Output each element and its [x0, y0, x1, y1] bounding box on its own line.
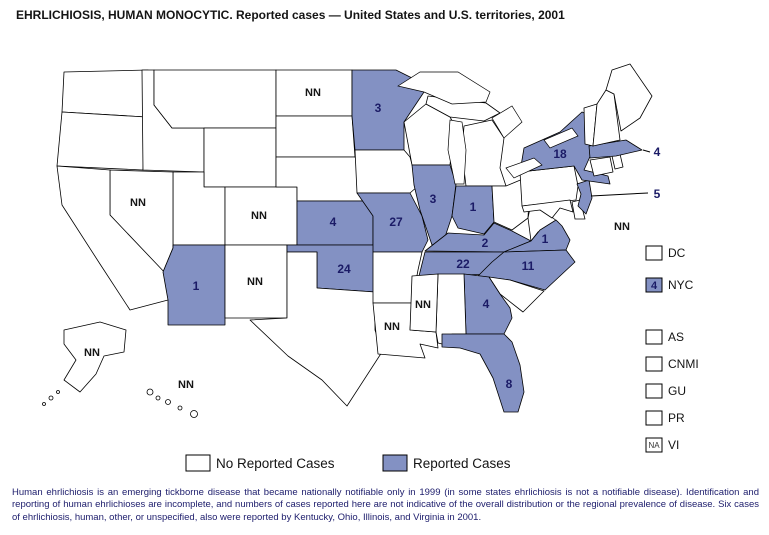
state-label-fl: 8	[506, 377, 513, 391]
territory-label-as: AS	[668, 330, 684, 344]
state-label-la: NN	[384, 321, 400, 333]
territory-box-pr	[645, 410, 663, 426]
state-wy	[203, 127, 277, 188]
territory-label-cnmi: CNMI	[668, 357, 699, 371]
state-label-in: 1	[470, 200, 477, 214]
state-label-ma: 4	[654, 145, 661, 159]
state-fl	[441, 333, 525, 413]
state-label-co: NN	[251, 210, 267, 222]
state-label-ks: 4	[330, 215, 337, 229]
leader-line-ma	[642, 149, 651, 153]
alaska-island	[56, 390, 60, 394]
leader-line-nj	[590, 192, 649, 197]
state-label-il: 3	[430, 192, 437, 206]
state-label-ms: NN	[415, 299, 431, 311]
state-ak	[63, 321, 127, 393]
state-tx	[249, 251, 383, 407]
lake-michigan	[447, 119, 467, 185]
territory-label-gu: GU	[668, 384, 686, 398]
territory-box-cnmi	[645, 356, 663, 372]
state-label-ok: 24	[337, 262, 351, 276]
state-me	[605, 63, 653, 132]
territory-box-dc	[645, 245, 663, 261]
hawaii-island	[165, 399, 171, 405]
states-layer	[42, 63, 653, 418]
territory-box-vi	[645, 437, 663, 453]
state-ms	[409, 273, 439, 333]
state-ma	[588, 139, 643, 159]
us-map-svg: 3 18 4 5 1 4 24 27 3 1 2 22 1 11 4 8 NN …	[42, 63, 699, 472]
state-ct	[589, 156, 614, 177]
state-va	[503, 219, 571, 253]
state-nh	[592, 89, 621, 147]
state-label-ny: 18	[553, 147, 567, 161]
state-mo	[356, 192, 429, 253]
state-label-hi: NN	[178, 379, 194, 391]
legend-layer: No Reported Cases Reported Cases	[185, 454, 511, 472]
state-sd	[275, 115, 356, 158]
hawaii-island	[155, 395, 161, 401]
state-label-az: 1	[193, 279, 200, 293]
leader-lines-layer	[590, 149, 651, 197]
alaska-island	[42, 402, 46, 406]
state-nc	[477, 249, 576, 291]
state-label-mn: 3	[375, 101, 382, 115]
state-label-ga: 4	[483, 297, 490, 311]
state-mt	[153, 69, 277, 129]
territory-box-gu	[645, 383, 663, 399]
territory-label-dc: DC	[668, 246, 686, 260]
state-label-md: NN	[614, 221, 630, 233]
lake-erie	[505, 157, 543, 179]
lake-ontario	[543, 127, 579, 149]
territory-label-nyc: NYC	[668, 278, 694, 292]
legend-label-reported: Reported Cases	[413, 456, 511, 471]
alaska-island	[48, 395, 54, 401]
legend-label-no-cases: No Reported Cases	[216, 456, 335, 471]
state-label-nj: 5	[654, 187, 661, 201]
territories-layer: DC 4 NYC AS CNMI GU PR NA VI	[645, 245, 699, 453]
state-de	[571, 199, 586, 220]
state-wa	[61, 69, 149, 118]
state-label-tn: 22	[456, 257, 470, 271]
state-label-nm: NN	[247, 276, 263, 288]
territory-label-vi: VI	[668, 438, 679, 452]
page-title: EHRLICHIOSIS, HUMAN MONOCYTIC. Reported …	[16, 8, 565, 22]
state-mn	[351, 69, 429, 151]
hawaii-island	[177, 405, 183, 411]
territory-box-nyc	[645, 277, 663, 293]
state-label-mo: 27	[389, 215, 403, 229]
state-label-ky: 2	[482, 236, 489, 250]
state-label-nd: NN	[305, 87, 321, 99]
state-md	[521, 199, 574, 219]
lake-huron	[491, 105, 523, 139]
hawaii-island	[190, 410, 198, 418]
lake-superior	[397, 71, 491, 105]
state-label-nc: 11	[522, 259, 535, 273]
state-label-nv: NN	[130, 197, 146, 209]
state-label-ak: NN	[84, 347, 100, 359]
lakes-layer	[397, 71, 579, 185]
footnote: Human ehrlichiosis is an emerging tickbo…	[12, 487, 759, 523]
state-labels-layer: 3 18 4 5 1 4 24 27 3 1 2 22 1 11 4 8 NN …	[84, 87, 661, 391]
territory-box-value-vi: NA	[648, 441, 660, 450]
legend-swatch-reported	[382, 454, 408, 472]
state-mi-upper	[425, 95, 501, 122]
territory-box-as	[645, 329, 663, 345]
territory-label-pr: PR	[668, 411, 685, 425]
hawaii-island	[146, 388, 154, 396]
state-label-va: 1	[542, 232, 549, 246]
territory-box-value-nyc: 4	[651, 280, 658, 292]
legend-swatch-no-cases	[185, 454, 211, 472]
state-or	[56, 111, 147, 171]
state-ia	[354, 149, 419, 194]
